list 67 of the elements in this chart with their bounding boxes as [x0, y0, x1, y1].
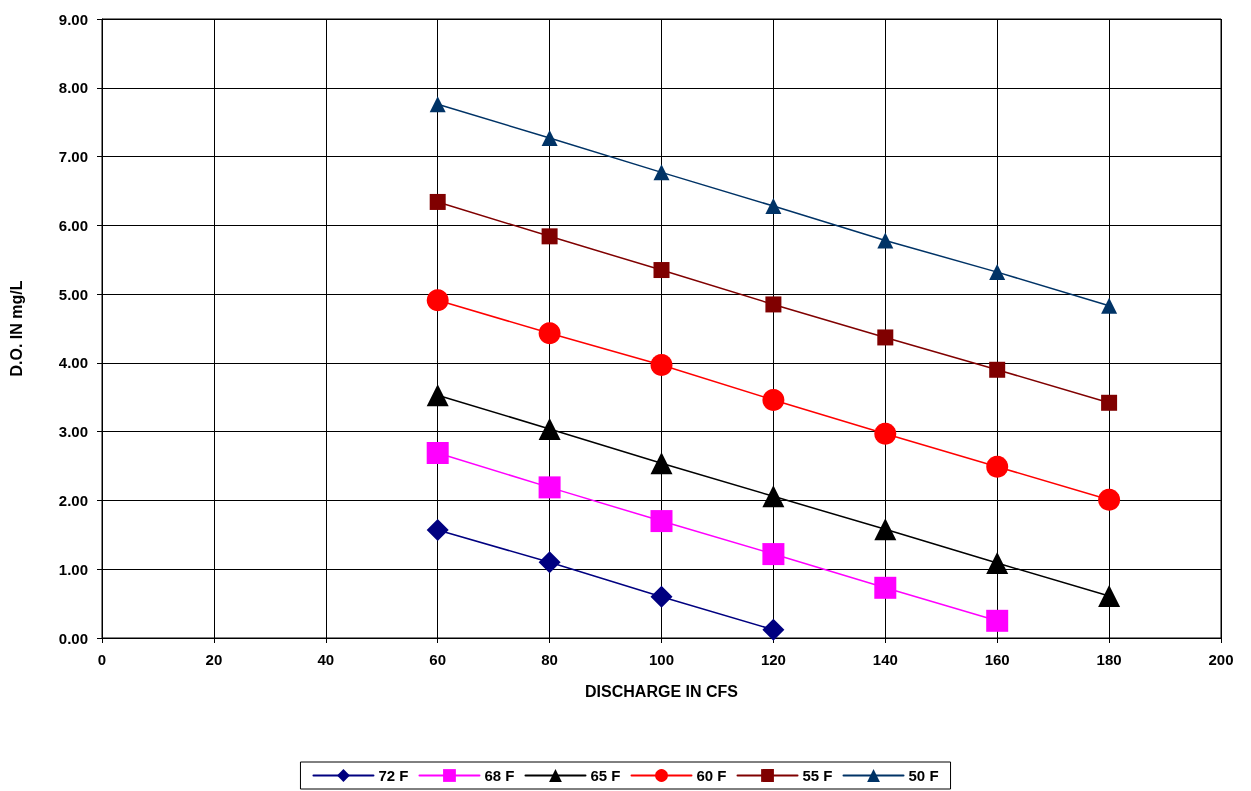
- x-tick-label: 180: [1096, 651, 1122, 668]
- point: [986, 455, 1009, 478]
- point: [762, 543, 785, 566]
- point: [762, 485, 785, 508]
- point: [653, 262, 670, 279]
- point: [1098, 585, 1121, 608]
- point: [429, 96, 446, 113]
- y-tick-label: 6.00: [58, 216, 88, 234]
- y-tick-label: 1.00: [58, 560, 88, 578]
- point: [986, 552, 1009, 575]
- point: [874, 518, 897, 541]
- y-tick-label: 8.00: [58, 79, 88, 97]
- point: [989, 361, 1006, 378]
- point: [541, 129, 558, 146]
- x-tick-label: 140: [872, 651, 898, 668]
- x-tick-label: 40: [317, 651, 335, 668]
- point: [650, 452, 673, 475]
- point: [762, 389, 785, 412]
- point: [762, 618, 785, 641]
- legend-label: 72 F: [378, 767, 409, 784]
- y-tick-label: 5.00: [58, 285, 88, 303]
- point: [989, 264, 1006, 281]
- y-tick-label: 2.00: [58, 491, 88, 509]
- point: [874, 422, 897, 445]
- point: [877, 329, 894, 346]
- point: [653, 164, 670, 181]
- point: [1101, 297, 1118, 314]
- y-tick-label: 7.00: [58, 148, 88, 166]
- y-tick-label: 3.00: [58, 423, 88, 441]
- point: [877, 232, 894, 249]
- point: [765, 198, 782, 215]
- point: [538, 417, 561, 440]
- legend-label: 65 F: [590, 767, 621, 784]
- point: [650, 510, 673, 533]
- x-tick-label: 160: [984, 651, 1010, 668]
- x-tick-label: 100: [648, 651, 675, 668]
- x-tick-label: 60: [429, 651, 447, 668]
- y-axis-title: D.O. IN mg/L: [7, 280, 25, 377]
- x-axis-title: DISCHARGE IN CFS: [585, 682, 739, 700]
- x-tick-label: 20: [205, 651, 223, 668]
- point: [650, 353, 673, 376]
- point: [765, 296, 782, 313]
- point: [429, 193, 446, 210]
- legend-label: 60 F: [696, 767, 727, 784]
- y-tick-label: 4.00: [58, 354, 88, 372]
- x-tick-label: 0: [97, 651, 107, 668]
- legend-label: 50 F: [908, 767, 939, 784]
- x-tick-label: 200: [1208, 651, 1234, 668]
- x-tick-label: 120: [760, 651, 786, 668]
- legend-label: 55 F: [802, 767, 833, 784]
- y-tick-label: 9.00: [58, 10, 88, 28]
- x-tick-label: 80: [541, 651, 558, 668]
- point: [538, 551, 561, 574]
- point: [874, 576, 897, 599]
- point: [426, 384, 449, 407]
- point: [1101, 394, 1118, 411]
- point: [426, 289, 449, 312]
- point: [541, 228, 558, 245]
- y-tick-label: 0.00: [58, 629, 88, 647]
- point: [650, 585, 673, 608]
- point: [538, 476, 561, 499]
- point: [426, 519, 449, 542]
- point: [426, 441, 449, 464]
- point: [1098, 488, 1121, 511]
- legend-label: 68 F: [484, 767, 515, 784]
- point: [538, 322, 561, 345]
- point: [986, 609, 1009, 632]
